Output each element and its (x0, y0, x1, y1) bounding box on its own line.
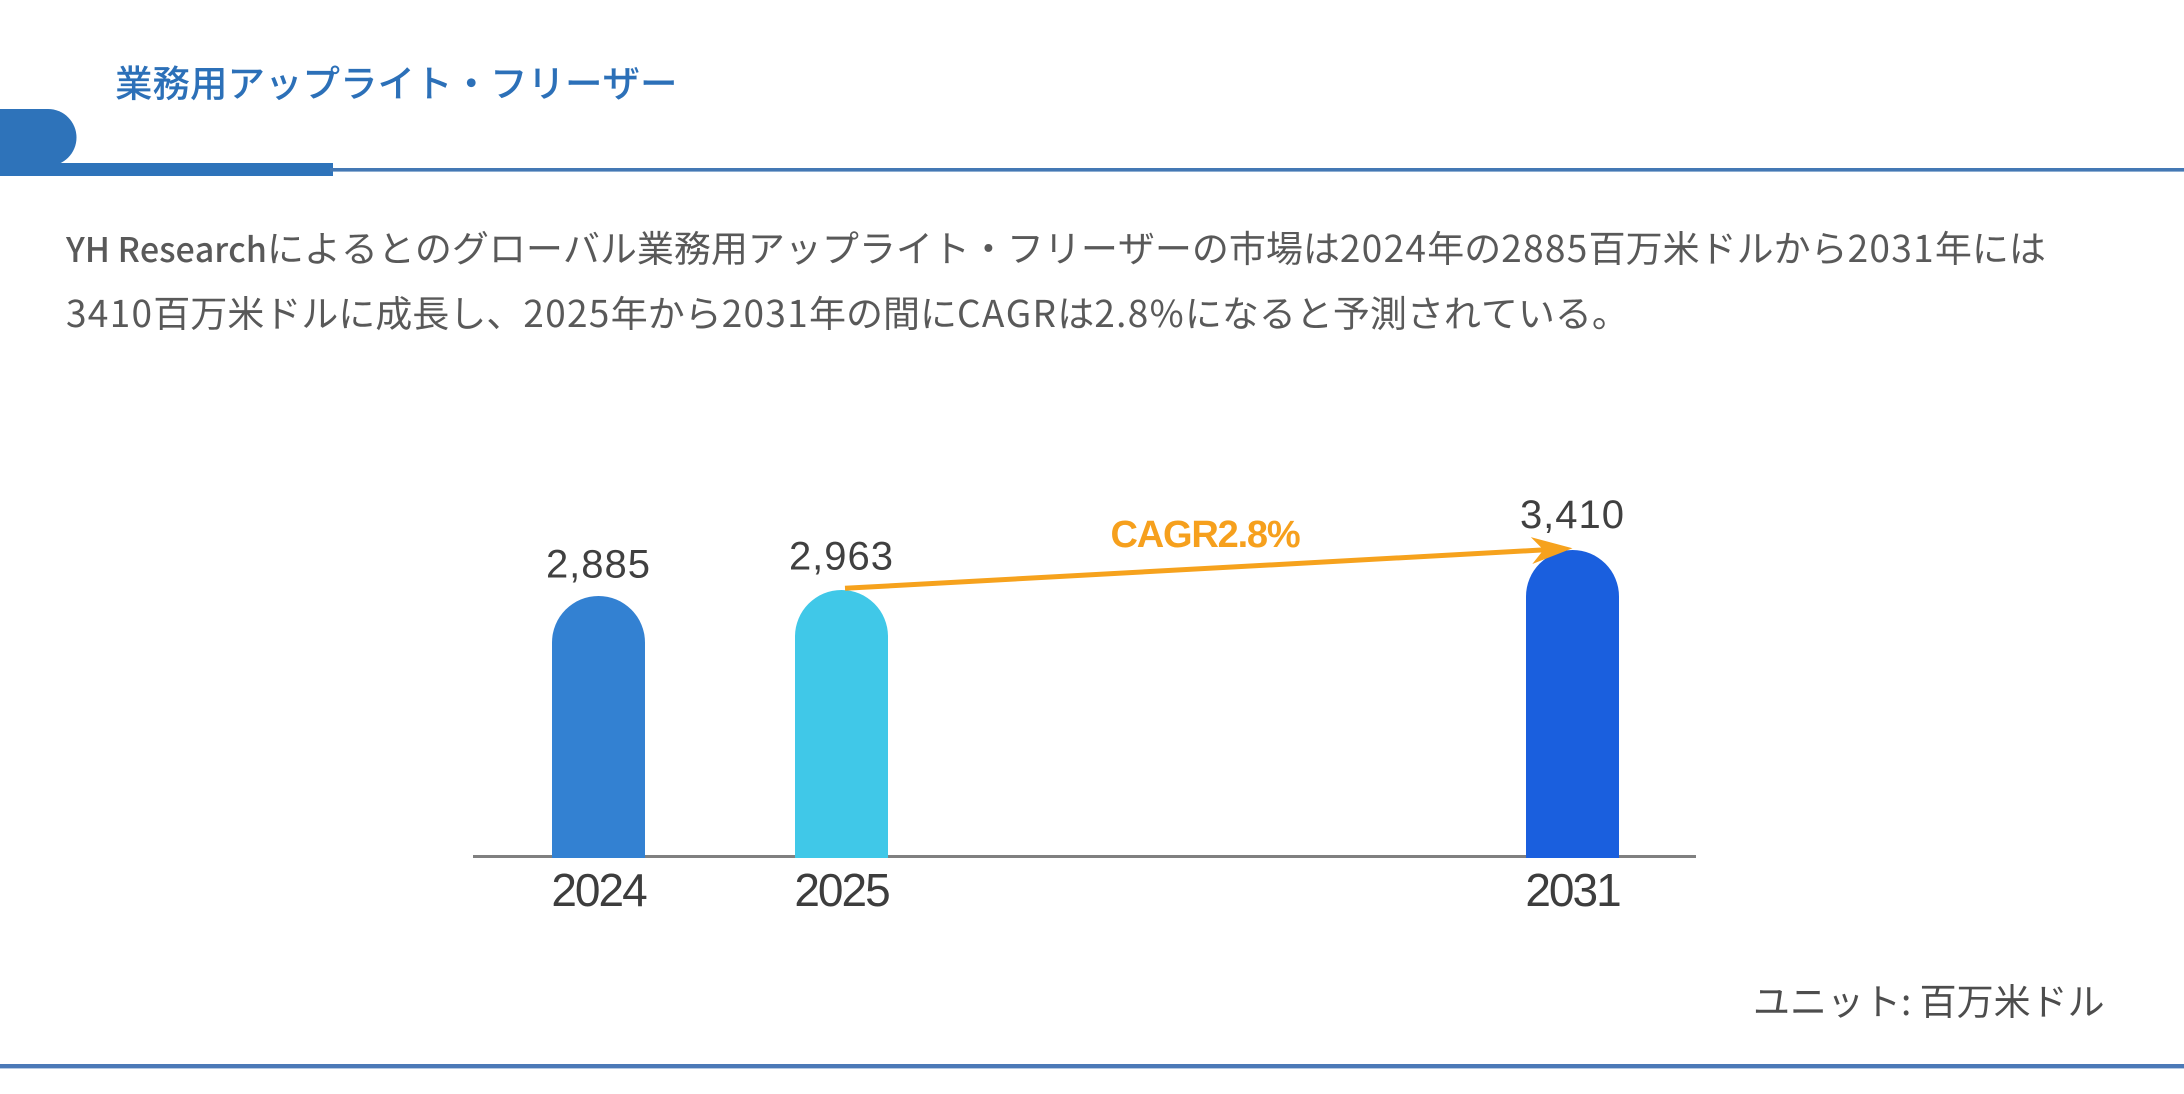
svg-text:2024: 2024 (551, 864, 647, 916)
svg-text:3,410: 3,410 (1520, 493, 1625, 537)
svg-text:2,885: 2,885 (546, 543, 651, 587)
svg-text:2025: 2025 (794, 864, 889, 916)
svg-text:2,963: 2,963 (789, 535, 894, 579)
svg-text:CAGR2.8%: CAGR2.8% (1111, 514, 1300, 556)
svg-text:2031: 2031 (1525, 864, 1620, 916)
